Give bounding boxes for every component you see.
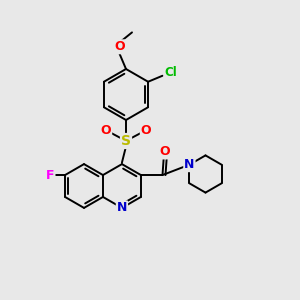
Text: O: O (100, 124, 111, 137)
Text: F: F (46, 169, 54, 182)
Text: S: S (121, 134, 131, 148)
Text: Cl: Cl (164, 66, 177, 79)
Text: N: N (184, 158, 195, 171)
Text: O: O (141, 124, 152, 137)
Text: O: O (160, 146, 170, 158)
Text: O: O (114, 40, 125, 53)
Text: N: N (117, 201, 127, 214)
